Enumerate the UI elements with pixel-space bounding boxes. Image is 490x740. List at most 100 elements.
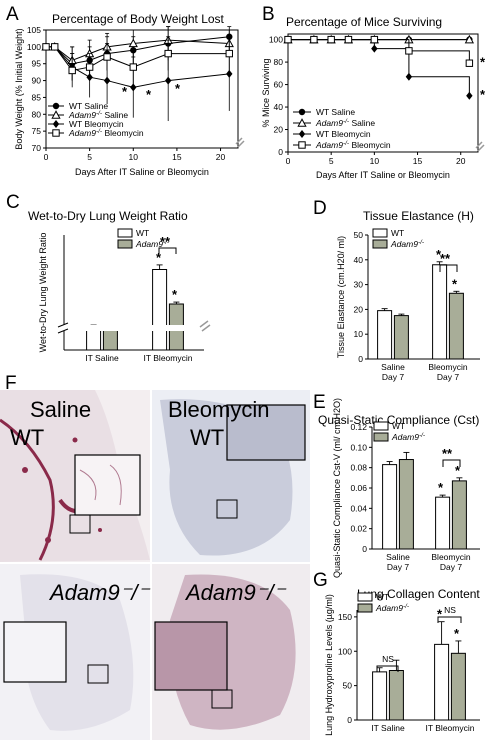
legend-label: Adam9-/- [135, 239, 170, 249]
data-point [85, 63, 94, 71]
y-tick-label: 75 [32, 126, 42, 136]
x-tick-label: 10 [370, 156, 380, 166]
x-tick-label: 5 [87, 152, 92, 162]
x-category-label: Day 7 [387, 562, 409, 572]
x-category-label: Bleomycin [428, 362, 467, 372]
legend-label: Adam9-/- Saline [68, 110, 128, 120]
panel-letter-e: E [313, 392, 326, 413]
legend-swatch [372, 228, 388, 238]
y-tick-label: 70 [32, 143, 42, 153]
legend-swatch [117, 239, 133, 249]
significance-star: * [146, 87, 152, 102]
x-category-label: Day 7 [440, 562, 462, 572]
y-tick-label: 105 [27, 25, 41, 35]
y-tick-label: 40 [274, 102, 284, 112]
micrograph-label: WT [190, 425, 224, 450]
chart-title: Percentage of Mice Surviving [286, 15, 442, 29]
y-tick-label: 0.12 [350, 422, 367, 432]
significance-star: * [122, 84, 128, 99]
ns-label: NS [382, 654, 394, 664]
legend-label: WT [376, 592, 389, 602]
y-tick-label: 80 [274, 57, 284, 67]
y-tick-label: 40 [354, 255, 364, 265]
y-tick-label: 50 [343, 681, 353, 691]
x-tick-label: 15 [413, 156, 423, 166]
significance-star: * [172, 287, 178, 302]
significance-star: * [454, 626, 460, 641]
panel-letter-g: G [313, 570, 328, 591]
significance-star: * [452, 276, 458, 291]
legend-marker [51, 110, 61, 119]
micrograph-bleomycin-adam9: Adam9⁻/⁻ [152, 564, 310, 740]
legend-marker [297, 118, 307, 127]
significance-star: * [480, 87, 486, 102]
x-category-label: Bleomycin [431, 552, 470, 562]
significance-star: * [175, 81, 181, 96]
y-tick-label: 80 [32, 109, 42, 119]
data-point [370, 35, 379, 44]
data-point [327, 35, 335, 44]
x-tick-label: 15 [172, 152, 182, 162]
y-tick-label: 0.02 [350, 524, 367, 534]
x-tick-label: 0 [44, 152, 49, 162]
x-tick-label: 10 [129, 152, 139, 162]
y-tick-label: 0 [362, 544, 367, 554]
micrograph-label: WT [10, 425, 44, 450]
x-axis-label: Days After IT Saline or Bleomycin [75, 167, 209, 177]
micrograph-label: Adam9⁻/⁻ [184, 580, 287, 605]
y-tick-label: 0 [358, 354, 363, 364]
data-point [310, 35, 318, 44]
legend-swatch [357, 603, 373, 613]
data-point [371, 44, 378, 53]
y-axis-label: % Mice Surviving [261, 58, 271, 127]
data-point [130, 83, 137, 92]
bar [398, 459, 414, 550]
significance-stars: ** [440, 251, 451, 266]
legend-marker [52, 129, 60, 137]
x-tick-label: 20 [216, 152, 226, 162]
legend-label: WT Saline [316, 107, 355, 117]
y-axis-label: Quasi-Static Compliance Cst-V (ml/ cm H2… [332, 398, 342, 578]
micrograph-label: Adam9⁻/⁻ [48, 580, 151, 605]
y-axis-label: Body Weight (% Initial Weight) [14, 28, 24, 149]
series-line [288, 39, 470, 96]
x-category-label: Day 7 [382, 372, 404, 382]
bar [451, 480, 467, 550]
series-line [46, 39, 230, 61]
significance-star: * [437, 607, 443, 622]
axis-break [58, 325, 208, 331]
significance-stars: ** [442, 446, 453, 461]
x-category-label: IT Bleomycin [144, 353, 193, 363]
x-category-label: Saline [381, 362, 405, 372]
micrograph-saline-adam9: Adam9⁻/⁻ [0, 564, 151, 740]
axis-break [235, 137, 245, 148]
data-point [226, 69, 233, 78]
y-tick-label: 100 [27, 42, 41, 52]
legend-marker [298, 130, 306, 138]
y-tick-label: 30 [354, 280, 364, 290]
panel-letter-a: A [6, 4, 19, 25]
x-category-label: IT Saline [85, 353, 119, 363]
data-point [464, 34, 475, 44]
x-category-label: Day 7 [437, 372, 459, 382]
micrograph-bleomycin-wt: Bleomycin WT [152, 390, 310, 562]
data-point [129, 63, 137, 71]
series-line [46, 46, 230, 72]
bar [102, 328, 118, 351]
chart-title: Tissue Elastance (H) [363, 209, 474, 223]
significance-star: * [480, 55, 486, 70]
bar [435, 496, 451, 550]
legend-marker [298, 108, 306, 116]
legend-swatch [117, 228, 133, 238]
y-tick-label: 0.06 [350, 483, 367, 493]
y-axis-label: Lung Hydroxyproline Levels (µg/ml) [324, 594, 334, 736]
x-tick-label: 5 [329, 156, 334, 166]
legend-marker [298, 141, 306, 149]
axis-break [475, 141, 485, 152]
y-tick-label: 60 [274, 80, 284, 90]
legend-label: WT Bleomycin [69, 119, 124, 129]
legend-swatch [373, 421, 389, 431]
panel-letter-b: B [262, 4, 275, 25]
legend-label: WT [136, 228, 149, 238]
